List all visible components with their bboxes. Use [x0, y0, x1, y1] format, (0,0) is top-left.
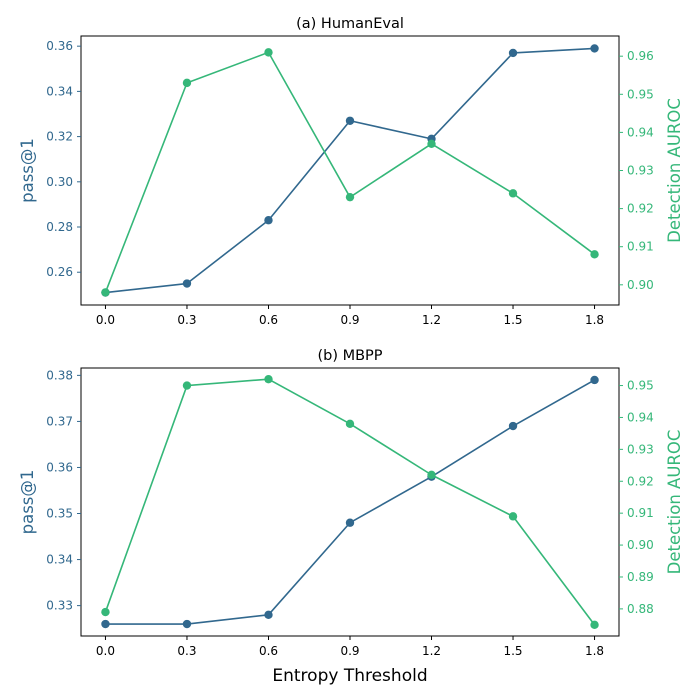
- x-tick-label: 0.6: [259, 313, 278, 327]
- data-point-pass: [182, 619, 192, 629]
- y-right-tick-label: 0.92: [627, 202, 654, 216]
- x-tick-label: 0.0: [96, 644, 115, 658]
- series-line-auroc: [104, 378, 596, 626]
- data-point-auroc: [264, 48, 273, 57]
- y-left-axis-title: pass@1: [18, 470, 37, 535]
- data-point-pass: [182, 279, 192, 288]
- y-right-tick-label: 0.91: [627, 506, 654, 520]
- data-point-auroc: [590, 250, 599, 259]
- x-axis-title: Entropy Threshold: [272, 666, 427, 686]
- y-left-tick-label: 0.32: [46, 130, 73, 144]
- data-point-pass: [264, 610, 273, 620]
- y-left-tick-label: 0.38: [46, 368, 73, 382]
- data-point-pass: [590, 44, 599, 53]
- data-point-pass: [508, 48, 518, 58]
- x-tick-label: 0.6: [259, 644, 278, 658]
- plot-frame: [80, 35, 620, 306]
- data-point-auroc: [101, 288, 110, 297]
- x-tick-label: 1.2: [422, 644, 441, 658]
- data-point-pass: [508, 421, 518, 431]
- y-right-tick-label: 0.89: [627, 570, 654, 584]
- y-left-tick-label: 0.26: [46, 265, 73, 279]
- x-tick-label: 0.9: [340, 644, 359, 658]
- x-tick-label: 0.0: [96, 313, 115, 327]
- series-line-auroc: [104, 51, 596, 293]
- x-tick-label: 0.9: [340, 313, 359, 327]
- data-point-auroc: [508, 512, 518, 521]
- series-line-pass: [105, 47, 595, 294]
- y-left-tick-label: 0.35: [46, 507, 73, 521]
- data-point-pass: [345, 518, 355, 527]
- y-right-tick-label: 0.90: [627, 278, 654, 292]
- data-point-pass: [345, 116, 355, 125]
- y-right-axis-title: Detection AUROC: [665, 430, 684, 575]
- data-point-auroc: [182, 381, 192, 390]
- series-line-pass: [105, 379, 595, 625]
- y-right-tick-label: 0.95: [627, 87, 654, 101]
- data-point-auroc: [345, 192, 355, 202]
- x-tick-label: 1.5: [503, 313, 522, 327]
- y-right-tick-label: 0.93: [627, 442, 654, 456]
- data-point-auroc: [427, 470, 436, 480]
- y-right-tick-label: 0.92: [627, 474, 654, 488]
- data-point-pass: [264, 216, 273, 225]
- y-right-tick-label: 0.90: [627, 538, 654, 552]
- data-point-auroc: [264, 374, 273, 384]
- y-left-tick-label: 0.34: [46, 84, 73, 98]
- data-point-auroc: [508, 189, 518, 198]
- data-point-pass: [590, 375, 599, 385]
- y-right-tick-label: 0.94: [627, 410, 654, 424]
- y-left-tick-label: 0.33: [46, 599, 73, 613]
- panel-title: (b) MBPP: [317, 348, 382, 364]
- y-left-tick-label: 0.28: [46, 220, 73, 234]
- y-left-tick-label: 0.36: [46, 39, 73, 53]
- x-tick-label: 1.8: [585, 313, 604, 327]
- y-right-axis-title: Detection AUROC: [665, 98, 684, 243]
- data-point-auroc: [182, 78, 192, 88]
- y-left-tick-label: 0.37: [46, 414, 73, 428]
- y-left-axis-title: pass@1: [18, 138, 37, 203]
- x-tick-label: 0.3: [177, 644, 196, 658]
- panel-title: (a) HumanEval: [296, 16, 404, 32]
- y-right-tick-label: 0.88: [627, 602, 654, 616]
- y-right-tick-label: 0.94: [627, 125, 654, 139]
- y-left-tick-label: 0.36: [46, 460, 73, 474]
- data-point-auroc: [590, 620, 599, 630]
- data-point-auroc: [101, 607, 110, 617]
- x-tick-label: 0.3: [177, 313, 196, 327]
- y-right-tick-label: 0.95: [627, 379, 654, 393]
- x-tick-label: 1.2: [422, 313, 441, 327]
- y-left-tick-label: 0.30: [46, 175, 73, 189]
- x-tick-label: 1.5: [503, 644, 522, 658]
- data-point-pass: [101, 619, 110, 629]
- plot-frame: [80, 367, 620, 637]
- data-point-auroc: [345, 419, 355, 429]
- y-right-tick-label: 0.93: [627, 164, 654, 178]
- y-right-tick-label: 0.96: [627, 49, 654, 63]
- x-tick-label: 1.8: [585, 644, 604, 658]
- y-right-tick-label: 0.91: [627, 240, 654, 254]
- y-left-tick-label: 0.34: [46, 553, 73, 567]
- data-point-auroc: [427, 139, 436, 149]
